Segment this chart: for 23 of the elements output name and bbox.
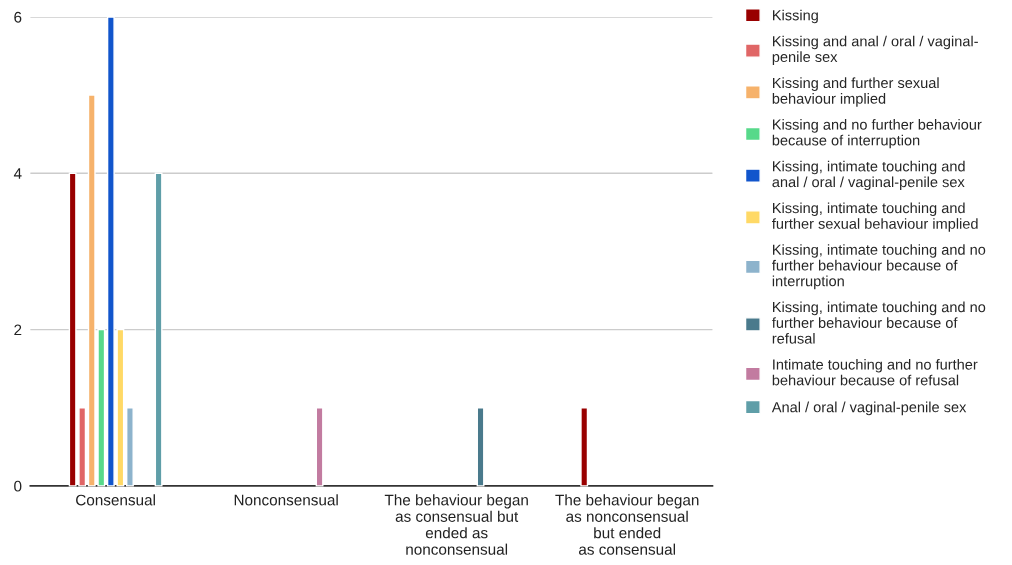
x-tick-label: Consensual [76, 494, 155, 506]
x-tick-label: The behaviour began as consensual but ended as nonconsensual [384, 494, 528, 555]
y-tick-label: 4 [13, 168, 22, 179]
bar [154, 172, 163, 487]
y-tick-label: 2 [14, 324, 22, 336]
legend-label: Kissing, intimate touching and anal / oral / vaginal-penile sex [772, 160, 965, 191]
legend-label: Anal / oral / vaginal-penile sex [771, 401, 967, 416]
bar [315, 407, 324, 487]
y-tick-label: 6 [14, 11, 22, 23]
x-tick-label: Nonconsensual [234, 494, 338, 506]
legend-label: Kissing, intimate touching and no further behaviour because of refusal [772, 301, 986, 344]
legend-label: Kissing and no further behaviour because of interruption [772, 119, 982, 149]
legend-label: Kissing and anal / oral / vaginal- penile sex [772, 35, 978, 65]
legend-label: Kissing, intimate touching and no further behaviour because of interruption [772, 244, 986, 290]
x-tick-label: The behaviour began as nonconsensual but ended as consensual [555, 494, 699, 555]
legend-label: Kissing and further sexual behaviour implied [772, 77, 939, 107]
legend-label: Intimate touching and no further behaviour because of refusal [772, 358, 978, 386]
bar [580, 407, 589, 487]
legend-label: Kissing [773, 9, 818, 24]
legend-label: Kissing, intimate touching and further sexual behaviour implied [772, 202, 978, 232]
y-tick-label: 0 [14, 480, 22, 492]
bar [126, 407, 134, 487]
bar [476, 407, 485, 487]
